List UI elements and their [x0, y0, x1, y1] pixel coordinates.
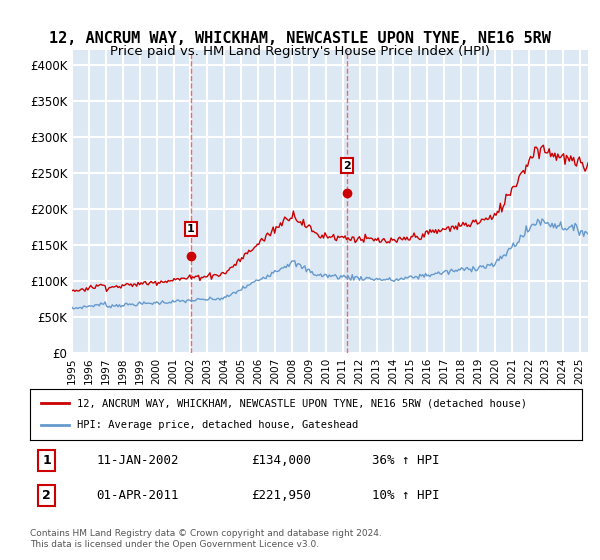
Text: 12, ANCRUM WAY, WHICKHAM, NEWCASTLE UPON TYNE, NE16 5RW: 12, ANCRUM WAY, WHICKHAM, NEWCASTLE UPON… [49, 31, 551, 46]
Text: 12, ANCRUM WAY, WHICKHAM, NEWCASTLE UPON TYNE, NE16 5RW (detached house): 12, ANCRUM WAY, WHICKHAM, NEWCASTLE UPON… [77, 398, 527, 408]
Text: 10% ↑ HPI: 10% ↑ HPI [372, 489, 440, 502]
Text: £221,950: £221,950 [251, 489, 311, 502]
Text: 01-APR-2011: 01-APR-2011 [96, 489, 179, 502]
Text: 2: 2 [42, 489, 51, 502]
Text: £134,000: £134,000 [251, 454, 311, 467]
Text: 11-JAN-2002: 11-JAN-2002 [96, 454, 179, 467]
Text: HPI: Average price, detached house, Gateshead: HPI: Average price, detached house, Gate… [77, 421, 358, 431]
Text: Price paid vs. HM Land Registry's House Price Index (HPI): Price paid vs. HM Land Registry's House … [110, 45, 490, 58]
Text: 36% ↑ HPI: 36% ↑ HPI [372, 454, 440, 467]
Text: Contains HM Land Registry data © Crown copyright and database right 2024.
This d: Contains HM Land Registry data © Crown c… [30, 529, 382, 549]
Text: 2: 2 [343, 161, 351, 171]
Text: 1: 1 [187, 224, 195, 234]
Text: 1: 1 [42, 454, 51, 467]
